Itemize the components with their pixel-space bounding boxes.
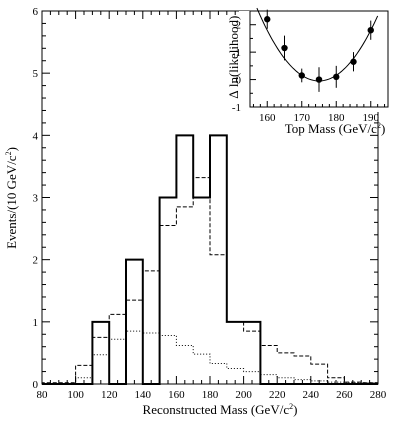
inset-y-ticks: -1 0 1 2 [232,20,256,114]
y-tick-label: 6 [33,6,39,18]
x-axis-title: Reconstructed Mass (GeV/c2) [143,402,298,417]
inset-y-tick-label: 1 [236,47,242,59]
main-series [41,134,379,385]
data-point [264,16,271,23]
histogram-series-dashed [41,177,379,384]
x-tick-label: 160 [168,389,185,401]
main-y-ticks: 0 1 2 3 4 5 6 [33,6,378,391]
data-point [367,27,374,34]
inset-background [239,11,392,112]
y-tick-label: 0 [33,379,39,391]
data-point [350,58,357,65]
x-tick-label: 220 [269,389,286,401]
inset-y-tick-label: 2 [236,20,242,32]
x-tick-label: 80 [37,389,49,401]
inset-x-tick-label: 190 [363,112,380,124]
x-tick-label: 120 [101,389,118,401]
inset-x-axis-title: Top Mass (GeV/c2) [285,121,386,136]
y-tick-label: 3 [33,193,39,205]
x-tick-label: 140 [135,389,152,401]
inset-y-axis-title: ∆ ln(likelihood) [226,16,241,99]
x-tick-label: 200 [235,389,252,401]
data-point [281,44,288,52]
x-tick-label: 100 [67,389,84,401]
inset-y-tick-label: -1 [232,102,241,114]
data-point [315,76,323,83]
inset-plot-frame [249,10,389,108]
y-tick-label: 5 [33,68,39,80]
y-tick-label: 1 [33,317,39,329]
x-tick-label: 240 [303,389,320,401]
inset-series [256,7,379,92]
data-point [298,72,305,79]
x-tick-label: 280 [370,389,387,401]
y-axis-title: Events/(10 GeV/c2) [4,147,19,249]
inset-x-tick-label: 170 [294,112,311,124]
x-tick-label: 260 [336,389,353,401]
x-tick-label: 180 [202,389,219,401]
inset-x-tick-label: 160 [259,112,276,124]
data-point [333,73,340,81]
main-x-ticks: 80 100 120 140 160 180 200 220 240 260 280 [37,11,387,401]
inset-x-tick-label: 180 [328,112,345,124]
y-tick-label: 2 [33,255,39,267]
y-tick-label: 4 [33,130,39,142]
inset-y-tick-label: 0 [236,75,242,87]
